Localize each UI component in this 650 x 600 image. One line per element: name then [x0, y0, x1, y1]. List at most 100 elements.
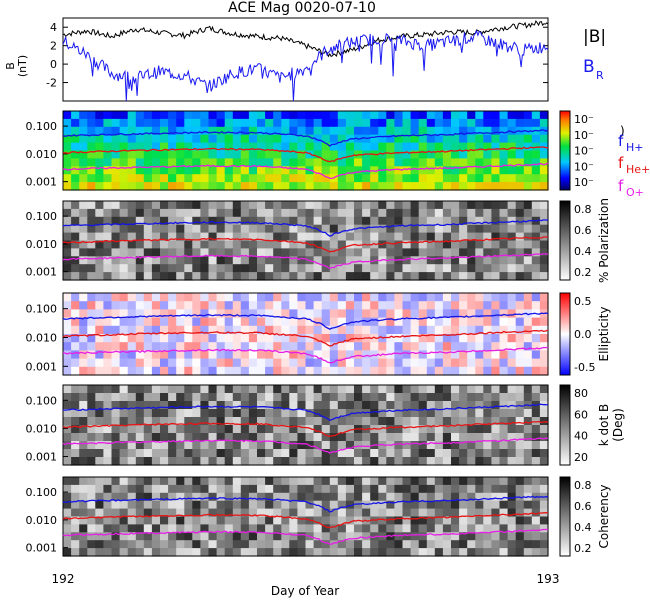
heatmap-cell — [426, 216, 436, 226]
heatmap-cell — [176, 201, 185, 210]
heatmap-cell — [289, 441, 298, 450]
heatmap-cell — [362, 484, 371, 494]
colorbar-tick-label: 20 — [574, 451, 588, 464]
heatmap-cell — [192, 417, 201, 426]
heatmap-cell — [273, 208, 282, 218]
heatmap-cell — [273, 484, 282, 494]
heatmap-cell — [402, 158, 412, 167]
heatmap-cell — [216, 516, 226, 525]
heatmap-cell — [240, 264, 250, 273]
heatmap-cell — [176, 425, 185, 434]
heatmap-cell — [313, 134, 323, 144]
heatmap-cell — [313, 301, 323, 310]
heatmap-cell — [143, 256, 153, 265]
heatmap-cell — [467, 540, 476, 549]
heatmap-cell — [135, 334, 145, 343]
panel-frame — [62, 110, 549, 191]
heatmap-cell — [232, 174, 242, 183]
heatmap-cell — [289, 393, 298, 402]
heatmap-cell — [273, 358, 282, 368]
heatmap-cell — [257, 158, 266, 167]
heatmap-cell — [160, 508, 169, 518]
heatmap-cell — [135, 272, 145, 281]
heatmap-cell — [297, 401, 307, 410]
heatmap-cell — [491, 126, 501, 136]
heatmap-cell — [354, 158, 363, 167]
heatmap-cell — [216, 301, 226, 310]
heatmap-cell — [321, 134, 331, 144]
heatmap-cell — [297, 174, 307, 183]
heatmap-cell — [119, 409, 129, 418]
heatmap-cell — [111, 508, 121, 518]
heatmap-cell — [160, 500, 169, 510]
heatmap-cell — [232, 484, 242, 494]
heatmap-cell — [475, 126, 484, 136]
heatmap-cell — [426, 548, 436, 557]
heatmap-cell — [410, 350, 420, 360]
heatmap-cell — [378, 342, 387, 351]
heatmap-cell — [515, 142, 525, 152]
heatmap-cell — [442, 264, 452, 273]
heatmap-cell — [329, 126, 339, 136]
ytick-label: 0.010 — [26, 514, 58, 527]
heatmap-cell — [232, 342, 242, 351]
heatmap-cell — [410, 317, 420, 327]
heatmap-cell — [378, 158, 387, 167]
heatmap-cell — [523, 342, 533, 351]
heatmap-cell — [386, 500, 395, 510]
heatmap-cell — [281, 166, 290, 175]
heatmap-cell — [426, 134, 436, 144]
heatmap-cell — [119, 264, 129, 273]
heatmap-cell — [176, 409, 185, 418]
heatmap-cell — [426, 532, 436, 541]
heatmap-cell — [87, 524, 96, 533]
heatmap-cell — [208, 293, 218, 302]
heatmap-cell — [135, 457, 145, 466]
heatmap-cell — [491, 484, 501, 494]
heatmap-cell — [143, 401, 153, 410]
heatmap-cell — [305, 301, 315, 310]
heatmap-cell — [111, 524, 121, 533]
heatmap-cell — [370, 232, 379, 242]
legend-f-o-sub: O+ — [626, 186, 644, 199]
heatmap-cell — [483, 216, 492, 226]
heatmap-cell — [451, 325, 460, 335]
heatmap-cell — [410, 358, 420, 368]
heatmap-cell — [370, 182, 379, 191]
heatmap-cell — [192, 240, 201, 249]
heatmap-cell — [386, 540, 395, 549]
heatmap-cell — [281, 216, 290, 226]
heatmap-cell — [232, 158, 242, 167]
heatmap-cell — [95, 425, 104, 434]
heatmap-cell — [321, 477, 331, 486]
heatmap-cell — [184, 540, 193, 549]
heatmap-cell — [87, 334, 96, 343]
heatmap-cell — [442, 484, 452, 494]
heatmap-cell — [160, 334, 169, 343]
heatmap-cell — [467, 433, 476, 442]
heatmap-cell — [103, 492, 113, 502]
heatmap-cell — [434, 524, 444, 533]
heatmap-cell — [337, 264, 347, 273]
heatmap-cell — [289, 293, 298, 302]
heatmap-cell — [232, 433, 242, 442]
heatmap-cell — [523, 240, 533, 249]
heatmap-cell — [434, 317, 444, 327]
heatmap-cell — [491, 350, 501, 360]
heatmap-cell — [434, 301, 444, 310]
heatmap-cell — [257, 264, 266, 273]
heatmap-cell — [240, 409, 250, 418]
heatmap-cell — [402, 232, 412, 242]
heatmap-cell — [442, 224, 452, 234]
heatmap-cell — [345, 334, 355, 343]
heatmap-cell — [127, 142, 137, 152]
heatmap-cell — [410, 293, 420, 302]
heatmap-cell — [386, 484, 395, 494]
heatmap-cell — [79, 232, 88, 242]
heatmap-cell — [451, 224, 460, 234]
heatmap-cell — [539, 425, 549, 434]
heatmap-cell — [329, 201, 339, 210]
heatmap-cell — [329, 216, 339, 226]
heatmap-cell — [313, 425, 323, 434]
heatmap-cell — [273, 293, 282, 302]
